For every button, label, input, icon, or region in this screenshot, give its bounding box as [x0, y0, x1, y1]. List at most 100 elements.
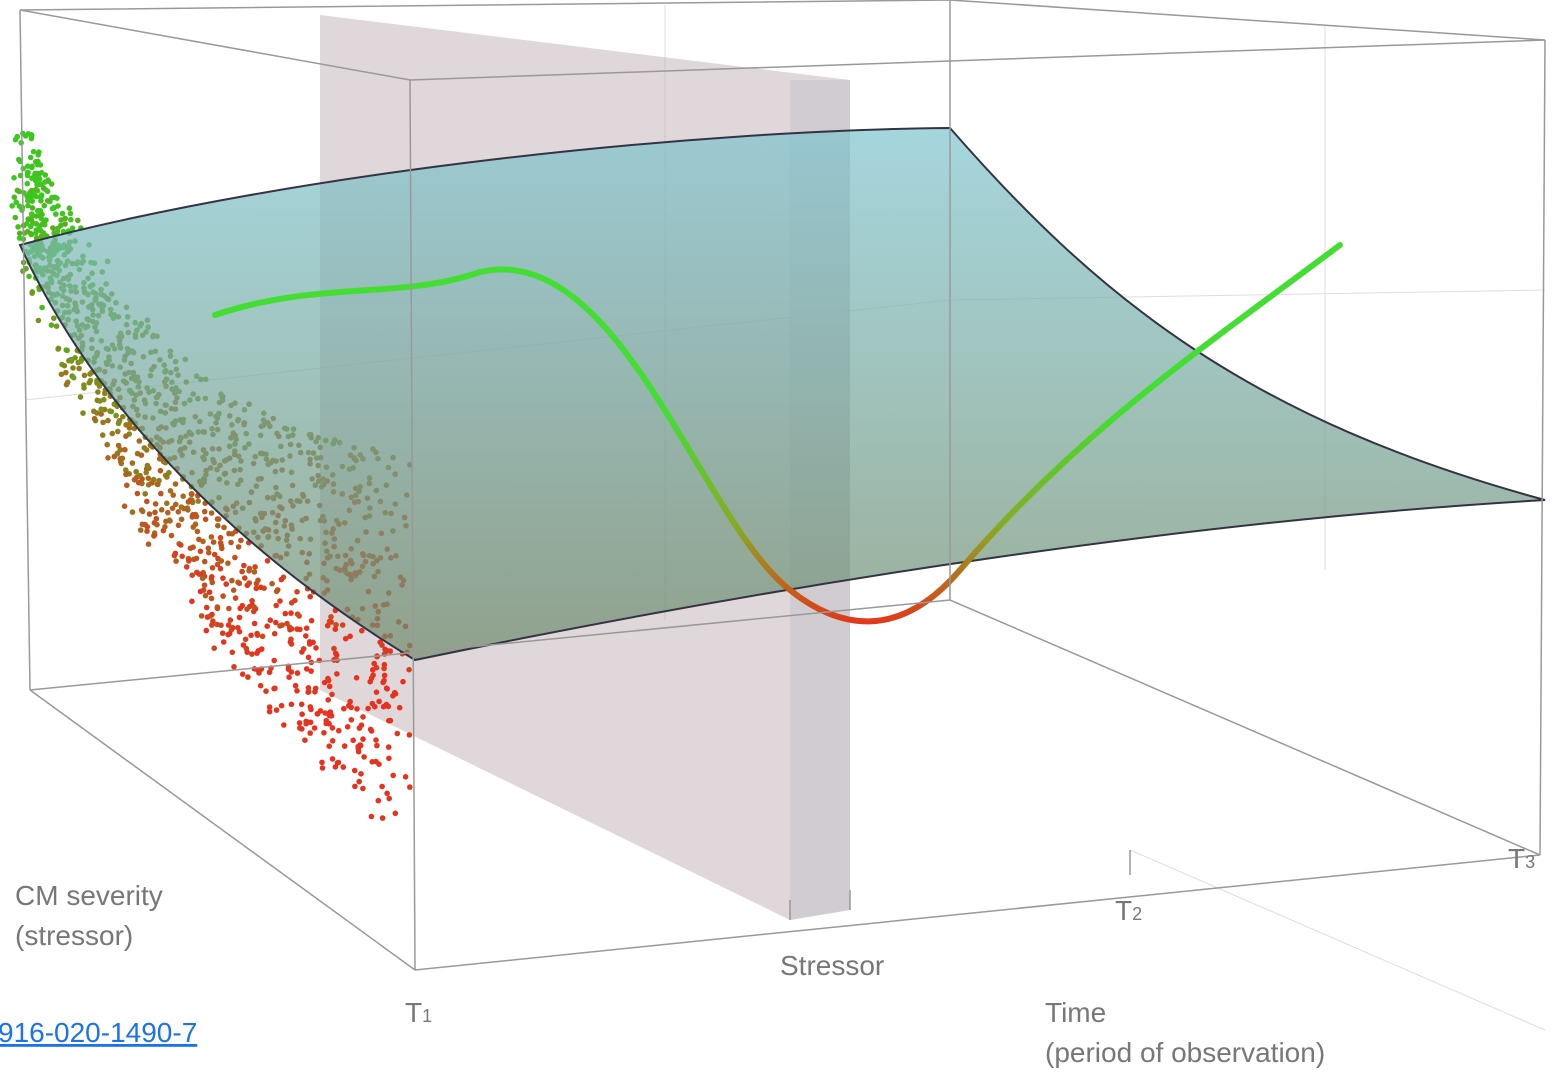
scatter-dot	[350, 738, 356, 744]
scatter-dot	[203, 517, 209, 523]
scatter-dot	[210, 565, 216, 571]
scatter-dot	[139, 452, 145, 458]
scatter-dot	[25, 216, 31, 222]
scatter-dot	[159, 507, 165, 513]
scatter-dot	[104, 442, 110, 448]
scatter-dot	[293, 683, 299, 689]
scatter-dot	[360, 714, 366, 720]
scatter-dot	[190, 514, 196, 520]
scatter-dot	[204, 628, 210, 634]
scatter-dot	[215, 523, 221, 529]
scatter-dot	[170, 505, 176, 511]
scatter-dot	[357, 725, 363, 731]
scatter-dot	[326, 678, 332, 684]
scatter-dot	[273, 603, 279, 609]
scatter-dot	[372, 704, 378, 710]
scatter-dot	[122, 503, 128, 509]
scatter-dot	[92, 416, 98, 422]
scatter-dot	[302, 737, 308, 743]
time-point-sub: 2	[1132, 904, 1142, 924]
scatter-dot	[321, 730, 327, 736]
scatter-dot	[142, 491, 148, 497]
scatter-dot	[334, 671, 340, 677]
scatter-dot	[335, 760, 341, 766]
scatter-dot	[327, 684, 333, 690]
scatter-dot	[297, 725, 303, 731]
scatter-dot	[354, 675, 360, 681]
scatter-dot	[132, 477, 138, 483]
scatter-dot	[274, 707, 280, 713]
scatter-dot	[155, 482, 161, 488]
scatter-dot	[386, 744, 392, 750]
scatter-dot	[168, 488, 174, 494]
scatter-dot	[329, 692, 335, 698]
scatter-dot	[358, 771, 364, 777]
scatter-dot	[162, 524, 168, 530]
scatter-dot	[299, 702, 305, 708]
scatter-dot	[238, 538, 244, 544]
scatter-dot	[17, 235, 23, 241]
scatter-dot	[252, 569, 258, 575]
scatter-dot	[308, 668, 314, 674]
doi-link-text[interactable]: 916-020-1490-7	[0, 1017, 197, 1048]
scatter-dot	[158, 491, 164, 497]
scatter-dot	[240, 671, 246, 677]
scatter-dot	[42, 203, 48, 209]
scatter-dot	[369, 728, 375, 734]
scatter-dot	[288, 610, 294, 616]
scatter-dot	[55, 203, 61, 209]
scatter-dot	[277, 598, 283, 604]
scatter-dot	[264, 623, 270, 629]
scatter-dot	[143, 470, 149, 476]
scatter-dot	[20, 131, 26, 137]
scatter-dot	[239, 569, 245, 575]
scatter-dot	[113, 413, 119, 419]
scatter-dot	[374, 689, 380, 695]
scatter-dot	[237, 581, 243, 587]
scatter-dot	[41, 218, 47, 224]
time-point: T3	[1508, 843, 1535, 874]
doi-link[interactable]: 916-020-1490-7	[0, 1017, 197, 1048]
scatter-dot	[230, 650, 236, 656]
scatter-dot	[385, 648, 391, 654]
scatter-dot	[306, 685, 312, 691]
scatter-dot	[296, 613, 302, 619]
scatter-dot	[105, 418, 111, 424]
scatter-dot	[295, 670, 301, 676]
scatter-dot	[342, 743, 348, 749]
scatter-dot	[29, 164, 35, 170]
scatter-dot	[331, 646, 337, 652]
scatter-dot	[146, 541, 152, 547]
scatter-dot	[252, 621, 258, 627]
scatter-dot	[152, 510, 158, 516]
scatter-dot	[55, 226, 61, 232]
scatter-dot	[376, 699, 382, 705]
scatter-dot	[110, 431, 116, 437]
scatter-dot	[91, 409, 97, 415]
scatter-dot	[390, 773, 396, 779]
scatter-dot	[29, 136, 35, 142]
scatter-dot	[163, 519, 169, 525]
scatter-dot	[25, 181, 31, 187]
scatter-dot	[386, 756, 392, 762]
scatter-dot	[13, 137, 19, 143]
scatter-dot	[243, 637, 249, 643]
diagram: CM severity (stressor) Stressor Time (pe…	[0, 0, 1562, 1074]
scatter-dot	[116, 419, 122, 425]
scatter-dot	[229, 578, 235, 584]
scatter-dot	[384, 702, 390, 708]
scatter-dot	[301, 646, 307, 652]
scatter-dot	[228, 540, 234, 546]
scatter-dot	[265, 558, 271, 564]
scatter-dot	[173, 481, 179, 487]
scatter-dot	[80, 410, 86, 416]
severity-label: CM severity	[15, 880, 163, 911]
scatter-dot	[208, 613, 214, 619]
scatter-dot	[105, 455, 111, 461]
scatter-dot	[169, 533, 175, 539]
scatter-dot	[179, 504, 185, 510]
scatter-dot	[319, 760, 325, 766]
scatter-dot	[212, 552, 218, 558]
scatter-dot	[70, 365, 76, 371]
scatter-dot	[144, 499, 150, 505]
